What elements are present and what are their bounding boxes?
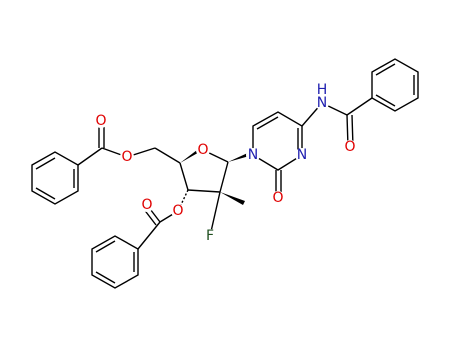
label-background bbox=[140, 198, 154, 212]
atom-label: O bbox=[272, 190, 283, 206]
label-background bbox=[271, 191, 285, 205]
label-background bbox=[315, 96, 329, 110]
atom-label: O bbox=[197, 142, 208, 158]
bonds bbox=[31, 58, 419, 289]
label-background bbox=[343, 140, 357, 154]
label-background bbox=[246, 148, 260, 162]
label-background bbox=[295, 148, 309, 162]
label-background bbox=[94, 114, 108, 128]
atom-label: O bbox=[141, 197, 152, 213]
label-background bbox=[203, 229, 217, 243]
label-background bbox=[120, 150, 134, 164]
atom-label: N bbox=[317, 95, 327, 111]
atom-label: O bbox=[95, 113, 106, 129]
atom-label: H bbox=[317, 82, 328, 98]
atom-label: O bbox=[172, 203, 183, 219]
atom-label: O bbox=[121, 149, 132, 165]
label-background bbox=[171, 204, 185, 218]
atom-label: N bbox=[248, 147, 258, 163]
atom-label: F bbox=[206, 228, 214, 244]
label-background bbox=[196, 143, 210, 157]
atom-label: O bbox=[344, 139, 355, 155]
label-background bbox=[315, 83, 329, 97]
atom-label: N bbox=[297, 147, 307, 163]
